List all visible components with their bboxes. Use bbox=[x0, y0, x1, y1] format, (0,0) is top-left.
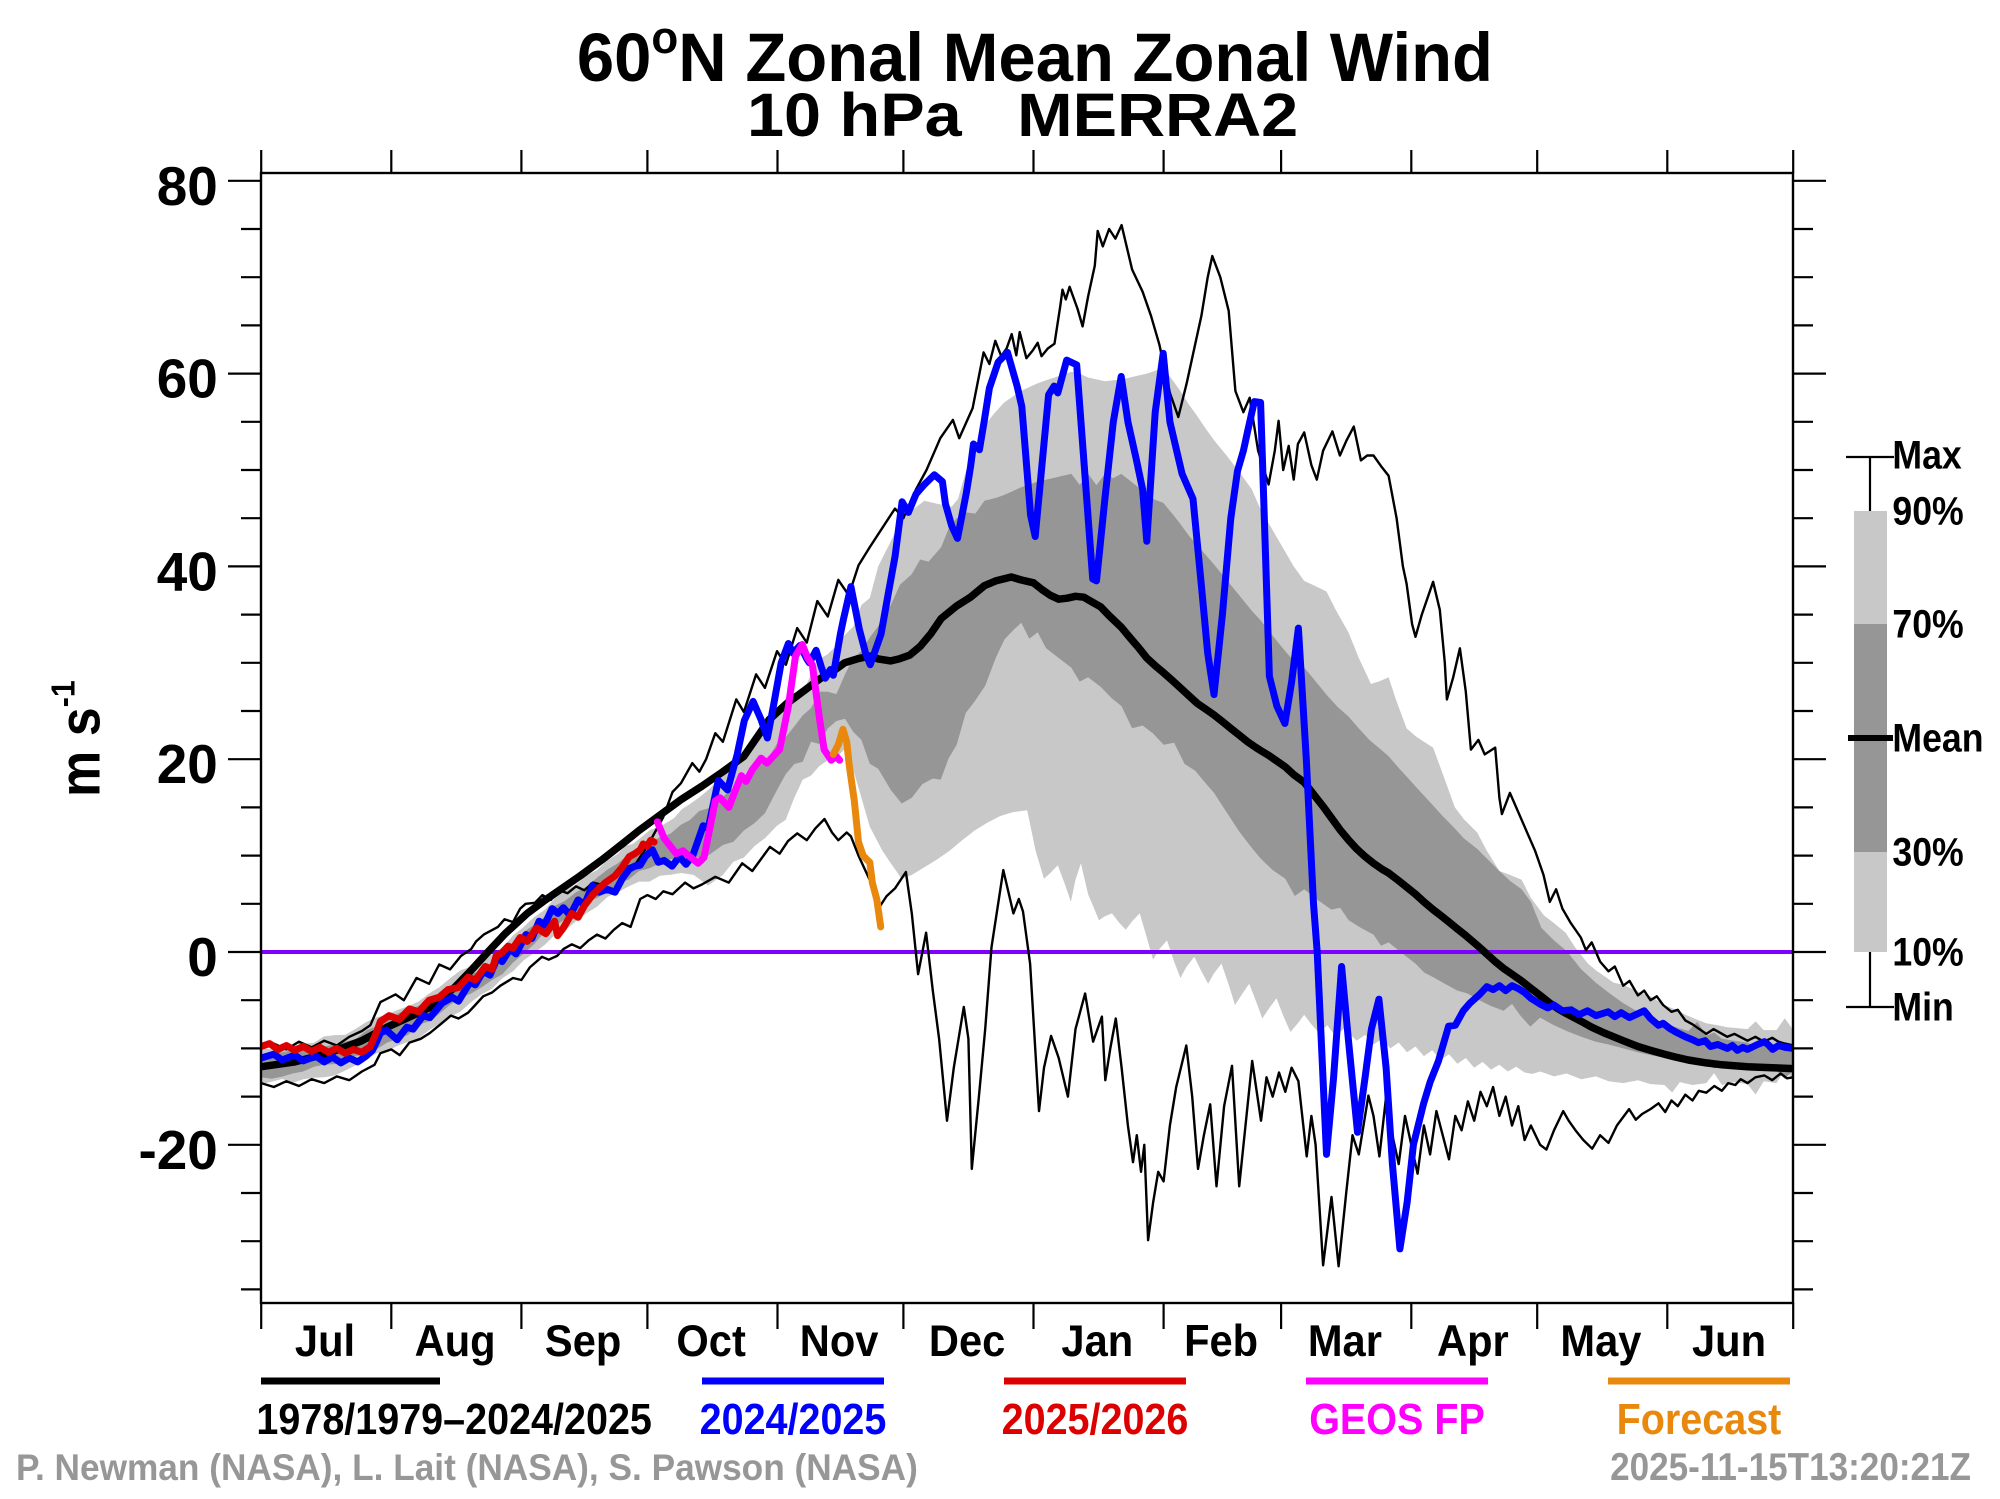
svg-text:P. Newman (NASA), L. Lait (NAS: P. Newman (NASA), L. Lait (NASA), S. Paw… bbox=[16, 1446, 918, 1488]
svg-text:0: 0 bbox=[187, 927, 218, 988]
svg-text:2025-11-15T13:20:21Z: 2025-11-15T13:20:21Z bbox=[1610, 1444, 1971, 1488]
svg-text:-20: -20 bbox=[138, 1120, 217, 1181]
svg-text:80: 80 bbox=[157, 156, 218, 217]
svg-text:Jan: Jan bbox=[1061, 1317, 1133, 1367]
svg-text:10%: 10% bbox=[1892, 930, 1963, 974]
svg-text:GEOS FP: GEOS FP bbox=[1309, 1395, 1485, 1443]
svg-text:Forecast: Forecast bbox=[1617, 1395, 1782, 1443]
svg-text:30%: 30% bbox=[1892, 830, 1963, 874]
svg-text:Mar: Mar bbox=[1308, 1317, 1382, 1367]
svg-text:Nov: Nov bbox=[800, 1317, 879, 1367]
svg-text:Oct: Oct bbox=[676, 1317, 745, 1367]
svg-text:2025/2026: 2025/2026 bbox=[1002, 1395, 1189, 1443]
svg-text:Aug: Aug bbox=[415, 1317, 496, 1367]
svg-text:Jul: Jul bbox=[295, 1317, 355, 1367]
svg-text:60: 60 bbox=[157, 349, 218, 410]
svg-text:60oN Zonal Mean Zonal Wind: 60oN Zonal Mean Zonal Wind bbox=[577, 14, 1493, 97]
svg-text:2024/2025: 2024/2025 bbox=[700, 1395, 887, 1443]
svg-text:Min: Min bbox=[1892, 985, 1953, 1029]
svg-text:Jun: Jun bbox=[1692, 1317, 1766, 1367]
svg-text:70%: 70% bbox=[1892, 602, 1963, 646]
svg-text:20: 20 bbox=[157, 734, 218, 795]
svg-text:10 hPa MERRA2: 10 hPa MERRA2 bbox=[747, 81, 1298, 150]
svg-text:1978/1979–2024/2025: 1978/1979–2024/2025 bbox=[256, 1395, 651, 1443]
svg-text:Sep: Sep bbox=[545, 1317, 621, 1367]
svg-text:May: May bbox=[1560, 1317, 1641, 1367]
svg-text:Max: Max bbox=[1892, 433, 1961, 477]
svg-text:Dec: Dec bbox=[929, 1317, 1005, 1367]
svg-text:Feb: Feb bbox=[1184, 1317, 1258, 1367]
svg-text:90%: 90% bbox=[1892, 489, 1963, 533]
svg-text:Apr: Apr bbox=[1437, 1317, 1509, 1367]
svg-text:Mean: Mean bbox=[1892, 716, 1983, 760]
svg-text:40: 40 bbox=[157, 542, 218, 603]
